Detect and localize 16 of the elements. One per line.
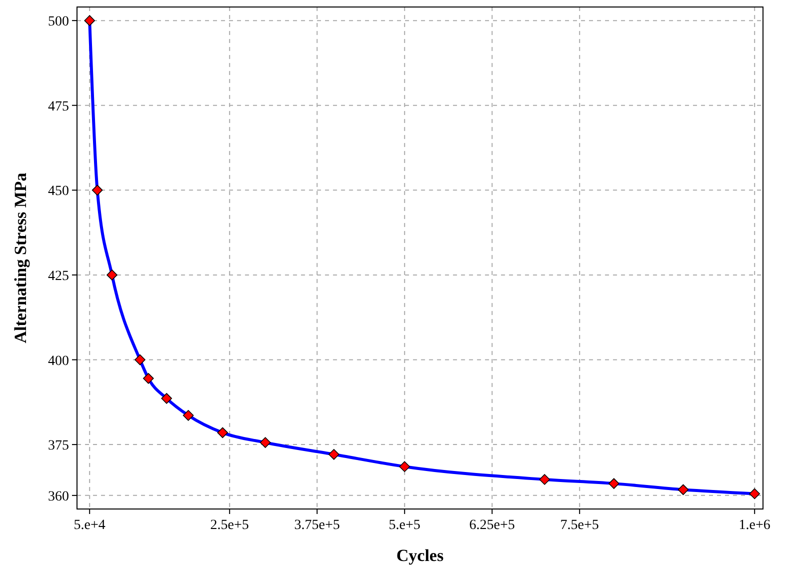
x-tick-label: 3.75e+5 xyxy=(294,518,340,533)
y-tick-label: 360 xyxy=(48,489,69,504)
x-tick-label: 5.e+5 xyxy=(388,518,420,533)
y-tick-label: 475 xyxy=(48,99,69,114)
y-tick-label: 450 xyxy=(48,184,69,200)
x-tick-label: 6.25e+5 xyxy=(469,518,515,533)
x-tick-label: 5.e+4 xyxy=(74,518,106,533)
y-tick-label: 425 xyxy=(48,268,69,284)
x-tick-label: 7.5e+5 xyxy=(560,518,599,533)
y-tick-label: 500 xyxy=(48,14,69,30)
x-tick-label: 1.e+6 xyxy=(738,518,770,533)
y-axis-title: Alternating Stress MPa xyxy=(11,172,30,344)
x-axis-title: Cycles xyxy=(396,546,444,565)
y-tick-label: 400 xyxy=(48,354,69,369)
x-tick-label: 2.5e+5 xyxy=(210,518,249,533)
y-tick-label: 375 xyxy=(48,438,69,454)
